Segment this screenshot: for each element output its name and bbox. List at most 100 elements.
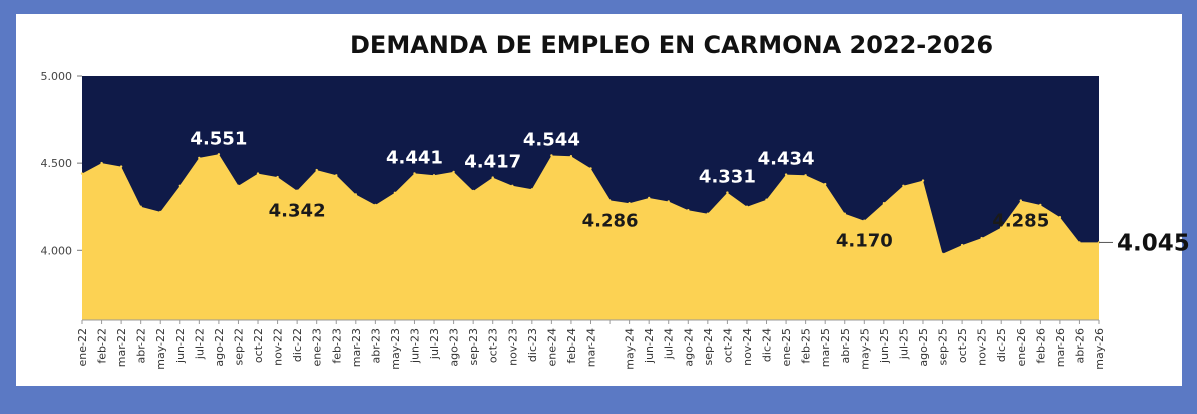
data-point xyxy=(139,205,142,208)
data-point xyxy=(530,188,533,191)
x-tick-label: ene-23 xyxy=(311,328,324,366)
x-tick-label: jun-22 xyxy=(174,328,187,364)
x-tick-label: abr-25 xyxy=(839,328,852,364)
x-tick-label: nov-25 xyxy=(976,328,989,366)
x-tick-label: oct-23 xyxy=(487,328,500,363)
data-label: 4.342 xyxy=(269,201,326,222)
x-tick-label: may-22 xyxy=(154,328,167,370)
data-point xyxy=(432,174,436,177)
data-label: 4.434 xyxy=(758,149,815,170)
x-tick-label: jun-24 xyxy=(643,328,656,364)
data-point xyxy=(863,219,866,222)
data-point xyxy=(1000,226,1003,229)
data-point xyxy=(726,191,729,194)
data-point xyxy=(335,174,338,177)
data-point xyxy=(882,202,886,205)
data-point xyxy=(687,209,690,212)
data-label: 4.544 xyxy=(523,129,580,150)
data-point xyxy=(256,172,260,175)
x-tick-label: oct-25 xyxy=(956,328,969,363)
x-tick-label: mar-26 xyxy=(1054,328,1067,367)
x-tick-label: dic-22 xyxy=(291,328,304,362)
data-point xyxy=(237,184,240,187)
data-point xyxy=(80,172,84,175)
x-tick-label: feb-24 xyxy=(565,328,578,364)
data-label: 4.286 xyxy=(582,210,639,231)
x-tick-label: ago-22 xyxy=(213,328,226,367)
data-point xyxy=(472,189,475,193)
x-tick-label: nov-22 xyxy=(272,328,285,366)
data-point xyxy=(824,182,827,186)
x-tick-label: jun-23 xyxy=(409,328,422,364)
data-point xyxy=(608,199,612,202)
x-tick-label: may-23 xyxy=(389,328,402,370)
data-point xyxy=(941,252,944,255)
chart-title: DEMANDA DE EMPLEO EN CARMONA 2022-2026 xyxy=(350,31,994,59)
x-tick-label: may-25 xyxy=(858,328,871,370)
x-tick-label: dic-25 xyxy=(995,328,1008,362)
x-tick-label: feb-25 xyxy=(800,328,813,364)
data-point xyxy=(648,196,651,200)
x-tick-label: ene-25 xyxy=(780,328,793,366)
x-tick-label: oct-22 xyxy=(252,328,265,363)
x-tick-label: ago-25 xyxy=(917,328,930,367)
data-point xyxy=(159,210,162,214)
x-tick-label: sep-22 xyxy=(233,328,246,365)
data-point xyxy=(393,191,397,194)
data-point xyxy=(745,205,749,208)
data-point xyxy=(354,193,357,196)
x-tick-label: mar-23 xyxy=(350,328,363,367)
data-point xyxy=(628,202,631,205)
data-point xyxy=(569,155,573,158)
x-tick-label: mar-22 xyxy=(115,328,128,367)
data-label: 4.285 xyxy=(992,211,1049,232)
x-tick-label: dic-24 xyxy=(761,328,774,362)
series-area xyxy=(82,154,1099,320)
x-tick-label: mar-25 xyxy=(819,328,832,367)
x-tick-label: jul-24 xyxy=(663,328,676,360)
x-tick-label: nov-23 xyxy=(506,328,519,366)
x-tick-label: jul-25 xyxy=(897,328,910,360)
data-label: 4.331 xyxy=(699,167,756,188)
data-point xyxy=(960,243,964,247)
data-point xyxy=(178,184,181,187)
x-tick-label: sep-23 xyxy=(467,328,480,365)
data-point xyxy=(667,200,670,203)
data-point xyxy=(706,212,709,215)
x-tick-label: jul-22 xyxy=(193,328,206,360)
data-point xyxy=(550,154,553,157)
data-point xyxy=(1058,216,1062,219)
x-tick-label: oct-24 xyxy=(721,328,734,363)
data-point xyxy=(804,174,807,177)
data-point xyxy=(511,184,514,187)
x-tick-label: ene-22 xyxy=(76,328,89,366)
x-tick-label: may-26 xyxy=(1093,328,1106,370)
data-label: 4.441 xyxy=(386,147,443,168)
x-tick-label: may-24 xyxy=(624,328,637,370)
x-tick-label: feb-22 xyxy=(96,328,109,364)
data-point xyxy=(491,176,494,179)
data-point xyxy=(765,198,768,201)
data-point xyxy=(295,189,299,192)
x-tick-label: jun-25 xyxy=(878,328,891,364)
data-point xyxy=(452,170,455,174)
y-tick-label: 5.000 xyxy=(41,70,73,83)
data-point xyxy=(784,173,788,176)
data-point xyxy=(374,203,377,207)
y-tick-label: 4.000 xyxy=(41,244,73,257)
data-point xyxy=(1019,199,1022,202)
x-tick-label: sep-25 xyxy=(937,328,950,365)
data-label: 4.551 xyxy=(190,128,247,149)
data-point xyxy=(980,236,983,240)
data-label: 4.170 xyxy=(836,231,893,252)
x-tick-label: ago-23 xyxy=(448,328,461,367)
x-tick-label: sep-24 xyxy=(702,328,715,365)
x-tick-label: feb-23 xyxy=(330,328,343,364)
data-point xyxy=(1039,203,1042,207)
data-point xyxy=(589,167,592,170)
x-tick-label: ago-24 xyxy=(682,328,695,367)
x-tick-label: nov-24 xyxy=(741,328,754,366)
data-point xyxy=(843,212,846,215)
data-point xyxy=(1078,241,1081,244)
